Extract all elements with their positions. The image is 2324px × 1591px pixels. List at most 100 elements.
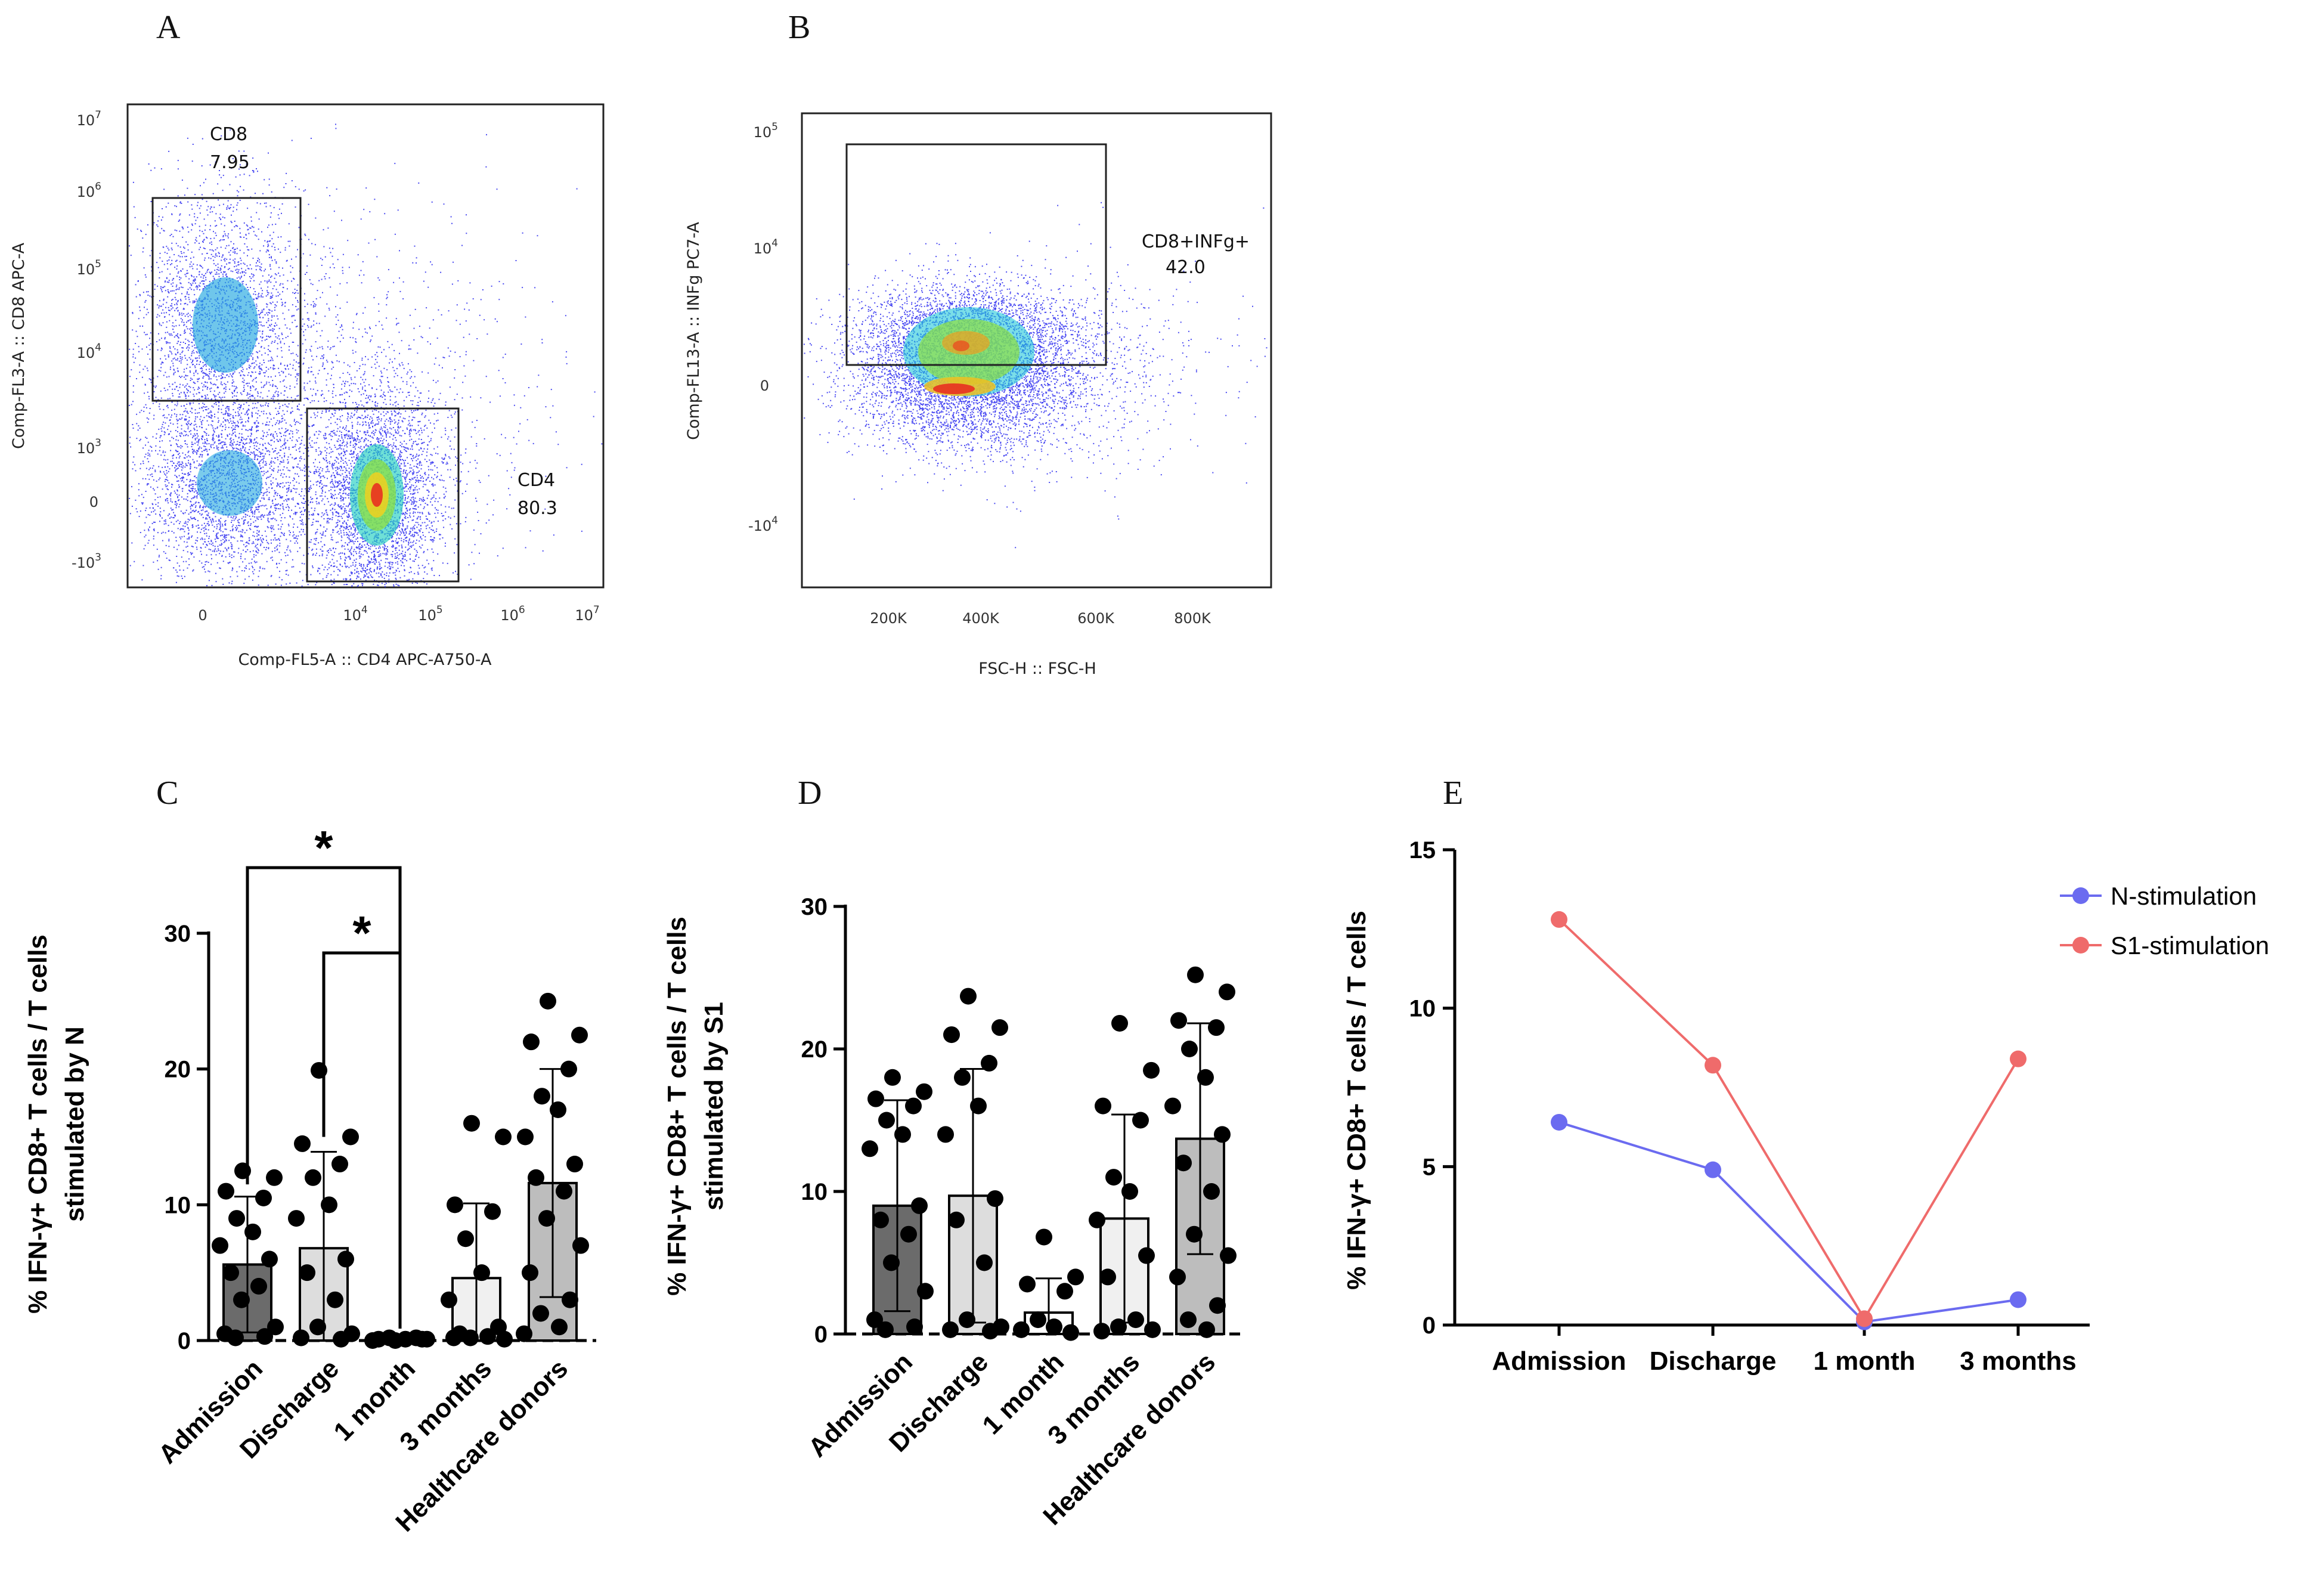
data-point (288, 1210, 305, 1227)
gate-cd8-value: 7.95 (210, 152, 250, 173)
b-xtick-1: 400K (962, 610, 1000, 627)
a-xtick-3: 106 (500, 604, 525, 624)
data-point (1093, 1323, 1110, 1340)
data-point (551, 1318, 568, 1336)
data-point (1169, 1268, 1186, 1286)
data-point (1013, 1321, 1030, 1338)
data-point (878, 1112, 895, 1129)
data-point (540, 992, 556, 1010)
gate-cd4-value: 80.3 (518, 498, 557, 519)
cd4-density-peak (371, 483, 383, 507)
data-point (244, 1223, 261, 1240)
data-point (484, 1203, 501, 1220)
data-point (528, 1169, 544, 1186)
significance-star: * (314, 821, 333, 874)
panel-b-x-axis-label: FSC-H :: FSC-H (978, 660, 1096, 678)
y-tick-label: 20 (801, 1036, 828, 1063)
gate-cd4 (306, 407, 460, 583)
data-point (517, 1128, 534, 1146)
data-point (305, 1169, 321, 1186)
category-label: 1 month (1813, 1347, 1915, 1376)
data-point (1187, 966, 1204, 983)
data-point (522, 1264, 538, 1282)
b-ytick-0: -104 (748, 515, 778, 534)
data-point (342, 1128, 359, 1146)
b-ytick-2: 104 (754, 237, 778, 257)
data-point (1099, 1268, 1116, 1286)
a-xtick-4: 107 (575, 604, 599, 624)
data-point (255, 1189, 272, 1206)
data-point (516, 1325, 532, 1342)
data-point (566, 1156, 583, 1173)
panel-b-density-cloud (803, 202, 1268, 549)
legend-s1-label: S1-stimulation (2111, 931, 2269, 959)
panel-c-y-axis-label-line2: stimulated by N (60, 1026, 89, 1222)
panel-d-y-axis-label-line1: % IFN-γ+ CD8+ T cells / T cells (662, 917, 692, 1296)
data-point (862, 1140, 878, 1157)
data-point (1170, 1012, 1187, 1029)
data-point (1111, 1014, 1128, 1032)
data-point (943, 1026, 960, 1044)
panel-e-y-axis-label: % IFN-γ+ CD8+ T cells / T cells (1342, 911, 1371, 1290)
y-tick-label: 10 (801, 1179, 828, 1205)
panel-a-y-ticks: -103 0 103 104 105 106 107 (72, 109, 101, 571)
y-tick-label: 5 (1423, 1154, 1436, 1180)
data-point (991, 1019, 1008, 1036)
panel-b-flow-plot: CD8+INFg+ 42.0 200K 400K 600K 800K -104 … (684, 112, 1272, 678)
data-point (397, 1330, 414, 1348)
gate-cd8-name: CD8 (210, 124, 247, 145)
data-point (866, 1311, 883, 1329)
data-point (894, 1126, 911, 1143)
data-point (534, 1088, 550, 1105)
data-point (1197, 1069, 1214, 1086)
data-point (867, 1090, 884, 1107)
data-point (473, 1264, 490, 1282)
data-point (981, 1054, 997, 1072)
data-point (1180, 1311, 1197, 1329)
data-point (299, 1264, 315, 1282)
data-point (331, 1156, 348, 1173)
series-point (1856, 1310, 1873, 1327)
data-point (942, 1321, 959, 1338)
data-point (233, 1291, 250, 1308)
panel-c-y-axis-label-line1: % IFN-γ+ CD8+ T cells / T cells (23, 934, 52, 1314)
data-point (1164, 1097, 1181, 1115)
series-point (1705, 1161, 1721, 1178)
data-point (556, 1183, 572, 1200)
data-point (228, 1210, 245, 1227)
data-point (293, 1329, 309, 1347)
series-point (1705, 1057, 1721, 1074)
data-point (1036, 1228, 1052, 1246)
data-point (1110, 1318, 1127, 1336)
legend-n-label: N-stimulation (2111, 882, 2257, 910)
y-tick-label: 15 (1409, 837, 1436, 863)
a-ytick-1: 0 (89, 494, 98, 510)
data-point (294, 1135, 311, 1152)
data-point (959, 1311, 975, 1329)
data-point (218, 1183, 234, 1200)
significance-star: * (352, 906, 371, 959)
b-ytick-1: 0 (760, 377, 769, 394)
data-point (1127, 1311, 1144, 1329)
data-point (462, 1329, 479, 1347)
a-ytick-3: 104 (77, 342, 101, 361)
series-line (1558, 918, 2019, 1321)
data-point (1208, 1019, 1225, 1036)
data-point (1181, 1041, 1198, 1057)
data-point (261, 1250, 278, 1268)
panel-label-a: A (156, 9, 181, 46)
panel-label-d: D (798, 775, 822, 812)
data-point (1143, 1061, 1160, 1079)
data-point (917, 1283, 934, 1300)
series-point (1551, 1113, 1567, 1131)
data-point (267, 1318, 284, 1336)
category-label: 3 months (1960, 1347, 2077, 1376)
data-point (1030, 1311, 1046, 1329)
b-xtick-3: 800K (1174, 610, 1211, 627)
data-point (560, 1060, 577, 1078)
panel-label-b: B (788, 9, 810, 46)
data-point (266, 1169, 283, 1186)
legend-n-marker (2072, 887, 2089, 904)
data-point (321, 1196, 337, 1214)
y-tick-label: 0 (178, 1328, 191, 1354)
